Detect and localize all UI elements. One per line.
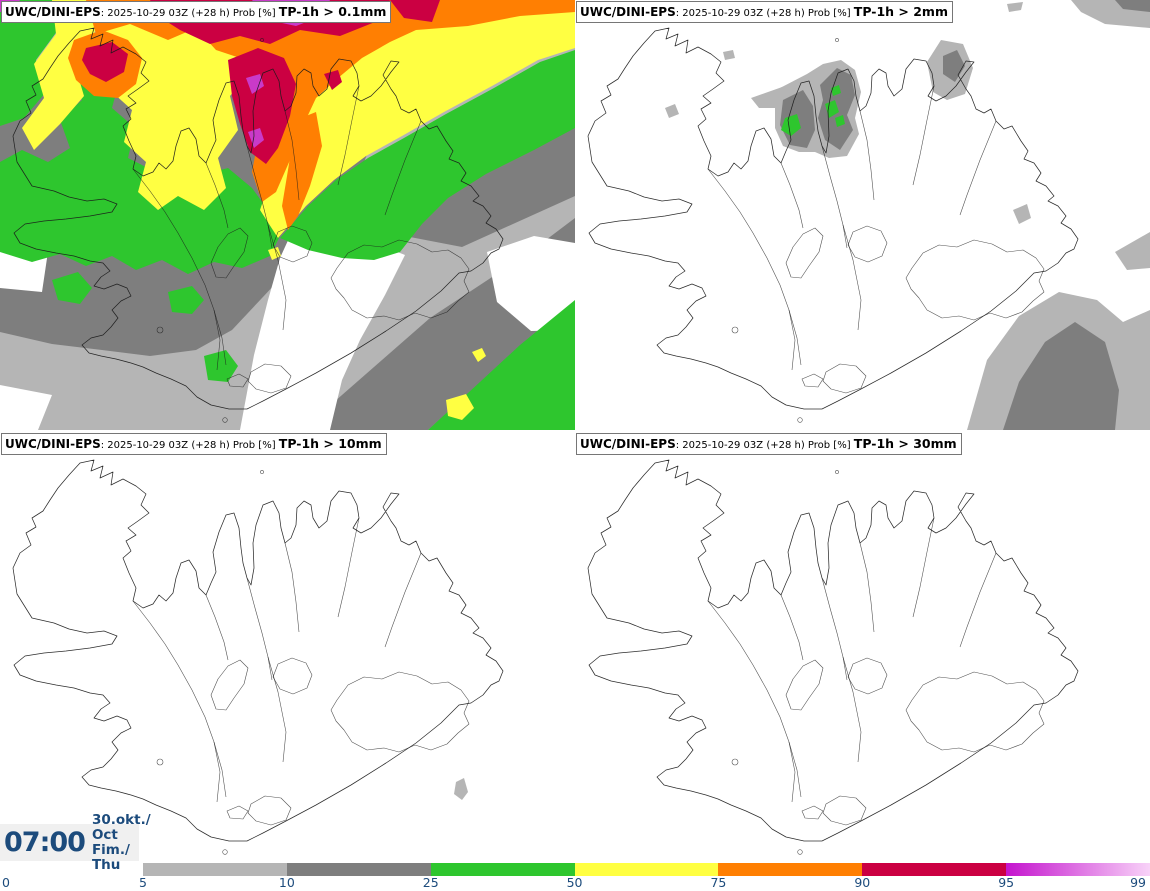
panel-title-30mm: UWC/DINI-EPS: 2025-10-29 03Z (+28 h) Pro… xyxy=(576,433,962,455)
model-name: UWC/DINI-EPS xyxy=(5,5,101,19)
colorbar-segment-50-75 xyxy=(574,863,719,876)
model-name: UWC/DINI-EPS xyxy=(580,5,676,19)
probability-map-30mm xyxy=(575,432,1150,860)
probability-map-2mm xyxy=(575,0,1150,430)
run-info: : 2025-10-29 03Z (+28 h) Prob [%] xyxy=(675,8,854,19)
run-info: : 2025-10-29 03Z (+28 h) Prob [%] xyxy=(675,440,854,451)
run-info: : 2025-10-29 03Z (+28 h) Prob [%] xyxy=(100,440,279,451)
map-panel-10mm: UWC/DINI-EPS: 2025-10-29 03Z (+28 h) Pro… xyxy=(0,432,575,860)
colorbar-label-99: 99 xyxy=(1130,875,1146,890)
valid-date-day: Fim./ Thu xyxy=(91,841,130,873)
threshold-label: TP-1h > 10mm xyxy=(278,436,382,451)
valid-date: 30.okt./ Oct Fim./ Thu xyxy=(91,811,151,873)
model-name: UWC/DINI-EPS xyxy=(580,437,676,451)
probability-field xyxy=(454,778,468,800)
colorbar-label-50: 50 xyxy=(566,875,583,890)
map-panel-2mm: UWC/DINI-EPS: 2025-10-29 03Z (+28 h) Pro… xyxy=(575,0,1150,430)
probability-field xyxy=(665,0,1150,430)
valid-time-block: 07:00 30.okt./ Oct Fim./ Thu xyxy=(0,812,151,872)
panel-title-10mm: UWC/DINI-EPS: 2025-10-29 03Z (+28 h) Pro… xyxy=(1,433,387,455)
map-background xyxy=(575,432,1150,860)
probability-map-0p1mm xyxy=(0,0,575,430)
colorbar-segment-95-99 xyxy=(1006,863,1150,876)
panel-title-0p1mm: UWC/DINI-EPS: 2025-10-29 03Z (+28 h) Pro… xyxy=(1,1,392,23)
colorbar-segment-25-50 xyxy=(430,863,575,876)
colorbar-label-95: 95 xyxy=(998,875,1015,890)
colorbar xyxy=(143,863,1150,876)
model-name: UWC/DINI-EPS xyxy=(5,437,101,451)
colorbar-label-25: 25 xyxy=(422,875,439,890)
colorbar-label-5: 5 xyxy=(139,875,147,890)
colorbar-label-10: 10 xyxy=(278,875,295,890)
colorbar-segment-90-95 xyxy=(862,863,1007,876)
colorbar-label-75: 75 xyxy=(710,875,727,890)
threshold-label: TP-1h > 30mm xyxy=(853,436,957,451)
map-panel-0p1mm: UWC/DINI-EPS: 2025-10-29 03Z (+28 h) Pro… xyxy=(0,0,575,430)
colorbar-label-0: 0 xyxy=(2,875,10,890)
valid-date-month: 30.okt./ Oct xyxy=(91,811,151,843)
colorbar-label-90: 90 xyxy=(854,875,871,890)
probability-map-10mm xyxy=(0,432,575,860)
map-background xyxy=(0,432,575,860)
colorbar-segment-5-10 xyxy=(143,863,287,876)
probability-field xyxy=(0,0,575,430)
valid-time: 07:00 xyxy=(4,827,86,858)
threshold-label: TP-1h > 2mm xyxy=(853,4,948,19)
map-panel-30mm: UWC/DINI-EPS: 2025-10-29 03Z (+28 h) Pro… xyxy=(575,432,1150,860)
threshold-label: TP-1h > 0.1mm xyxy=(278,4,387,19)
colorbar-labels: 0 5 10 25 50 75 90 95 99 xyxy=(0,875,1150,891)
colorbar-segment-10-25 xyxy=(286,863,431,876)
run-info: : 2025-10-29 03Z (+28 h) Prob [%] xyxy=(100,8,279,19)
panel-title-2mm: UWC/DINI-EPS: 2025-10-29 03Z (+28 h) Pro… xyxy=(576,1,953,23)
colorbar-segment-75-90 xyxy=(718,863,863,876)
